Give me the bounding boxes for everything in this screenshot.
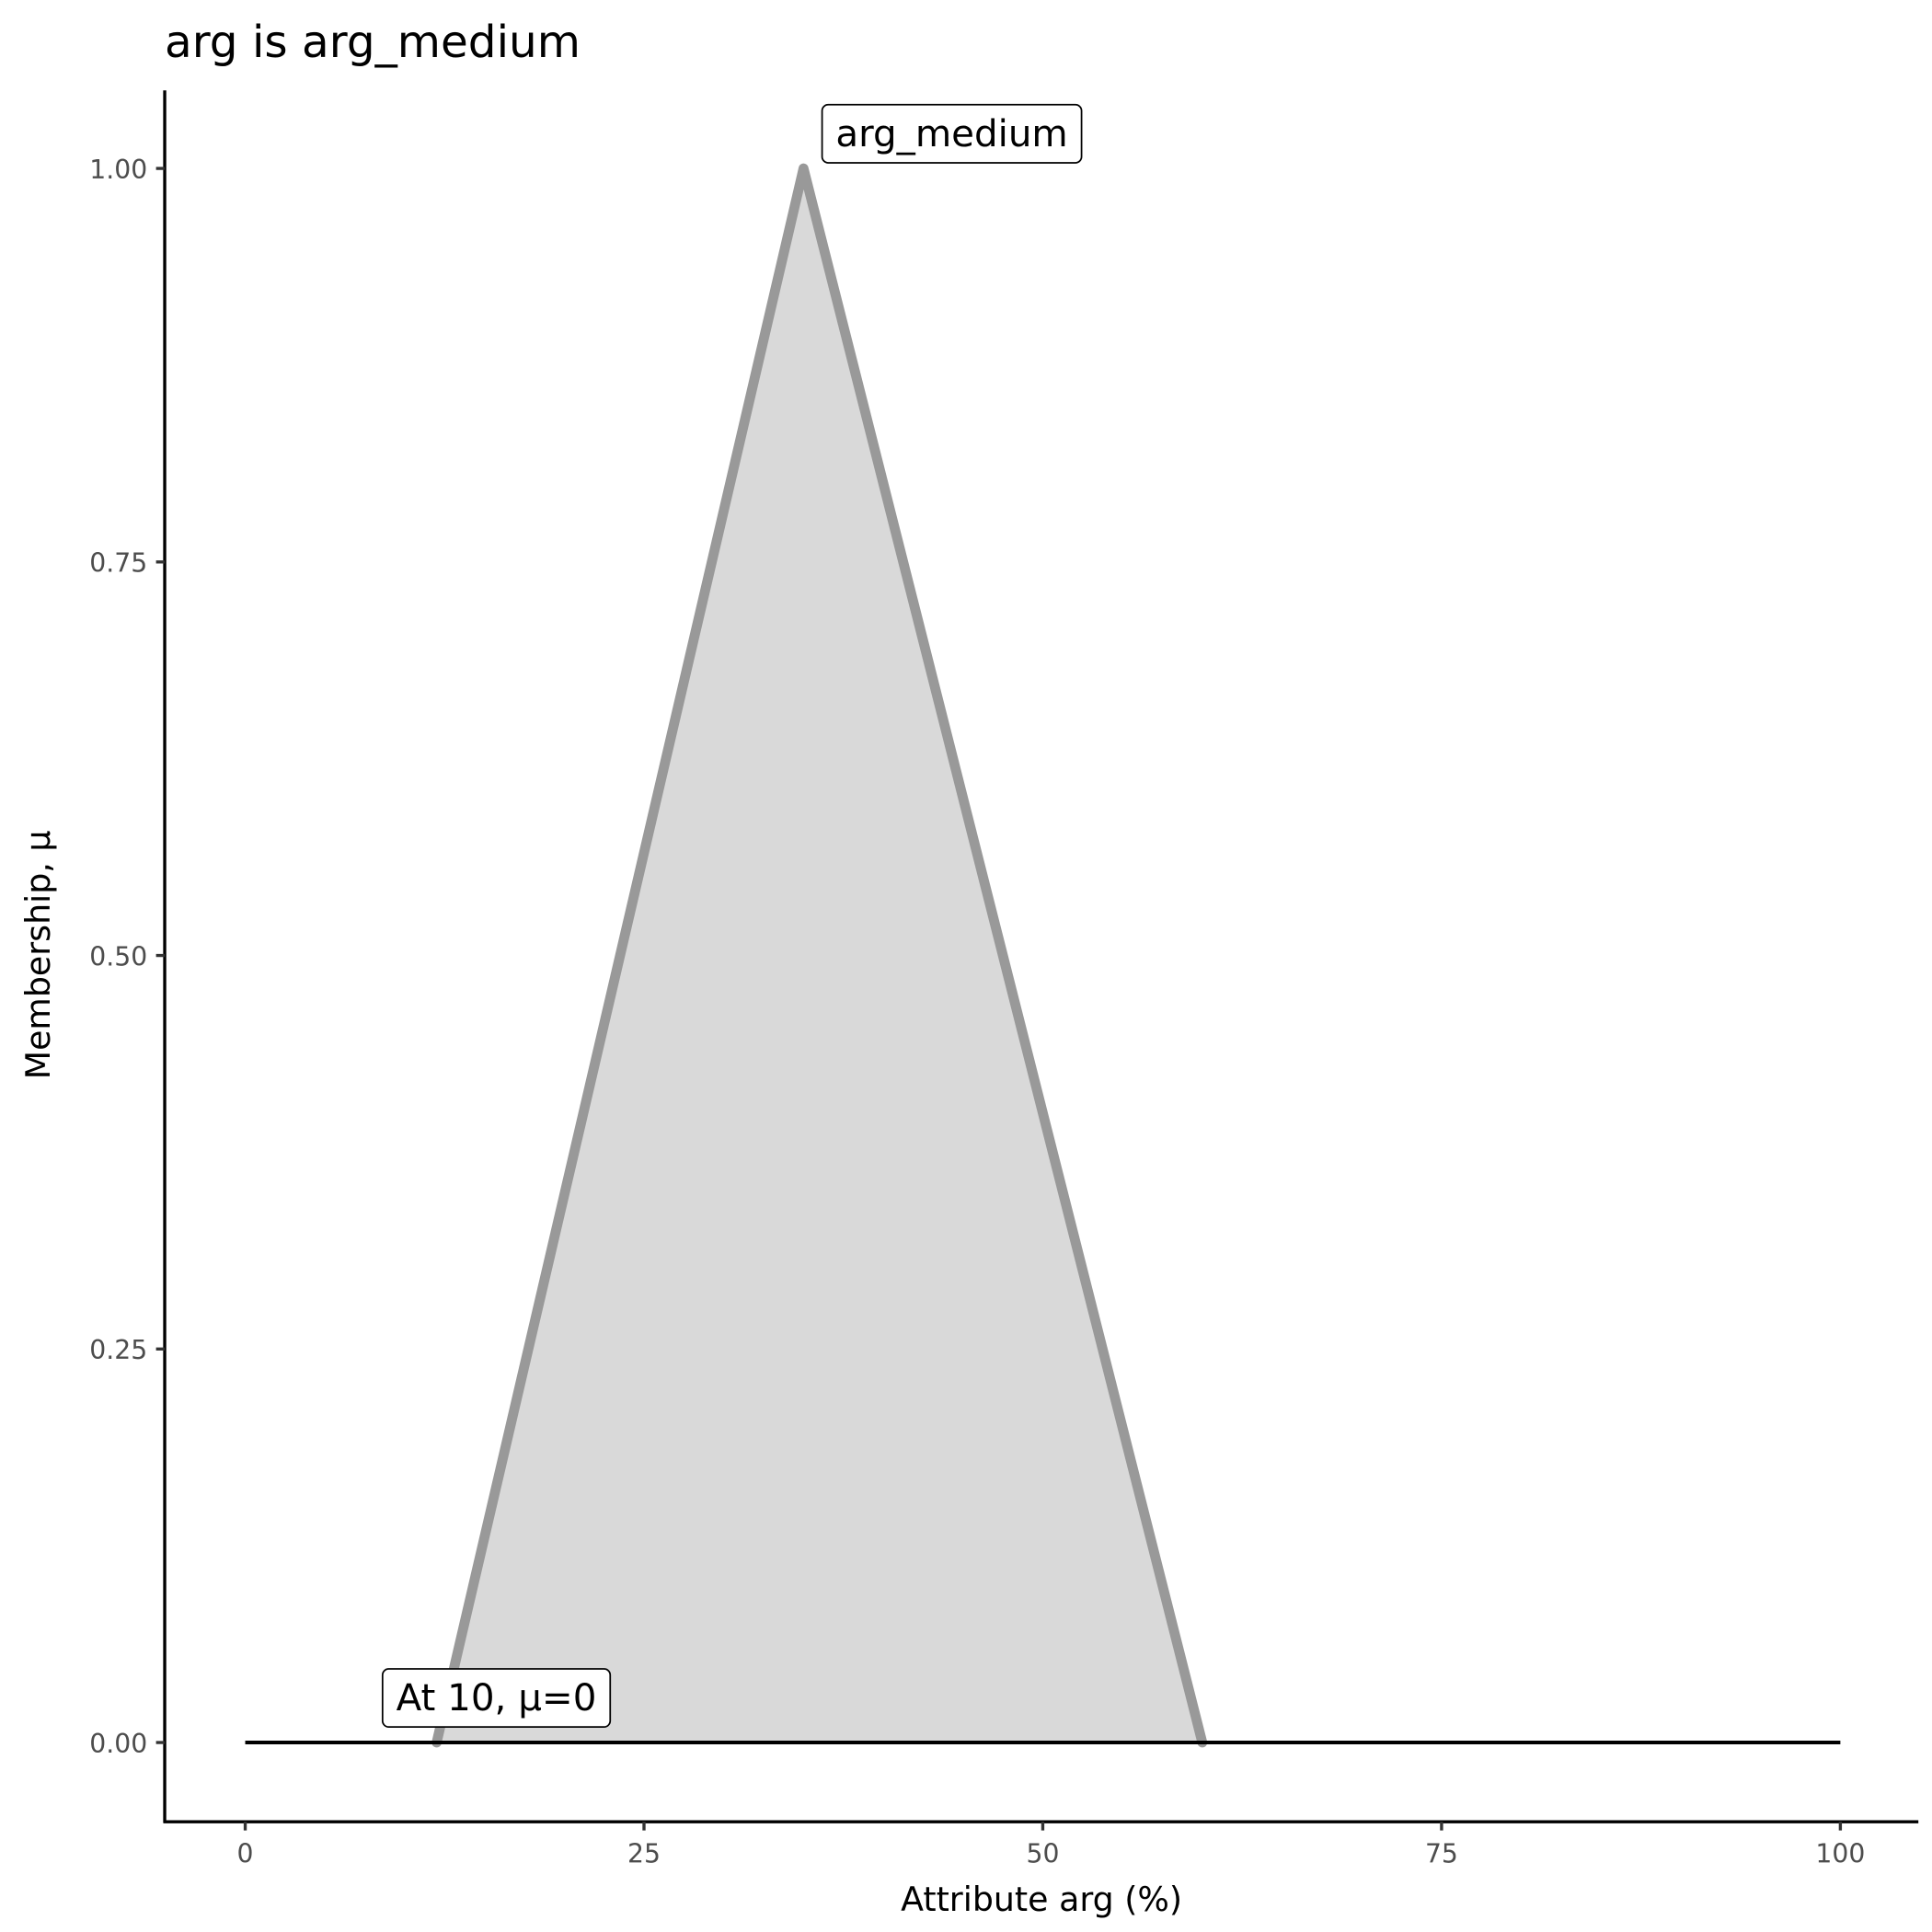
x-tick-label: 75 <box>1425 1839 1458 1869</box>
x-axis-label: Attribute arg (%) <box>901 1880 1182 1919</box>
y-tick-label: 0.75 <box>89 548 147 579</box>
plot-area <box>245 163 1841 1748</box>
series-line-0 <box>431 163 1208 1748</box>
chart-title: arg is arg_medium <box>165 17 581 68</box>
x-tick-label: 100 <box>1815 1839 1865 1869</box>
x-tick-label: 25 <box>627 1839 661 1869</box>
x-ticks: 0 25 50 75 100 <box>237 1822 1865 1869</box>
annotation-text: arg_medium <box>835 112 1067 155</box>
y-ticks: 0.00 0.25 0.50 0.75 1.00 <box>89 155 166 1759</box>
y-tick-label: 0.25 <box>89 1335 147 1365</box>
annotations: arg_medium At 10, μ=0 <box>381 103 1083 1729</box>
y-tick-label: 0.50 <box>89 941 147 972</box>
annotation-box <box>381 1668 612 1729</box>
annotation-label: At 10, μ=0 <box>381 1668 612 1729</box>
annotation-label: arg_medium <box>821 103 1083 164</box>
x-tick-label: 50 <box>1026 1839 1059 1869</box>
annotation-box <box>821 103 1083 164</box>
series-area-0 <box>436 168 1202 1743</box>
y-tick-label: 0.00 <box>89 1729 147 1759</box>
x-tick-label: 0 <box>237 1839 254 1869</box>
y-axis-label: Membership, μ <box>18 831 58 1080</box>
annotation-text: At 10, μ=0 <box>397 1676 597 1719</box>
y-tick-label: 1.00 <box>89 155 147 185</box>
